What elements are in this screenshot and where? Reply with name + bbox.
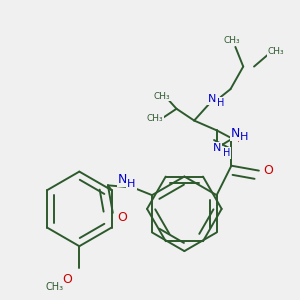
Text: O: O xyxy=(118,211,128,224)
Text: CH₃: CH₃ xyxy=(46,282,64,292)
Text: N: N xyxy=(118,173,127,186)
Text: O: O xyxy=(264,164,274,177)
Text: O: O xyxy=(63,273,73,286)
Text: CH₃: CH₃ xyxy=(267,47,284,56)
Text: N: N xyxy=(208,94,216,104)
Text: N: N xyxy=(231,127,240,140)
Text: O: O xyxy=(236,135,245,145)
Text: CH₃: CH₃ xyxy=(147,114,163,123)
Text: H: H xyxy=(217,98,224,108)
Text: H: H xyxy=(127,179,136,189)
Text: H: H xyxy=(223,148,230,158)
Text: N: N xyxy=(213,143,221,153)
Text: CH₃: CH₃ xyxy=(154,92,170,100)
Text: H: H xyxy=(240,132,248,142)
Text: CH₃: CH₃ xyxy=(223,36,240,45)
